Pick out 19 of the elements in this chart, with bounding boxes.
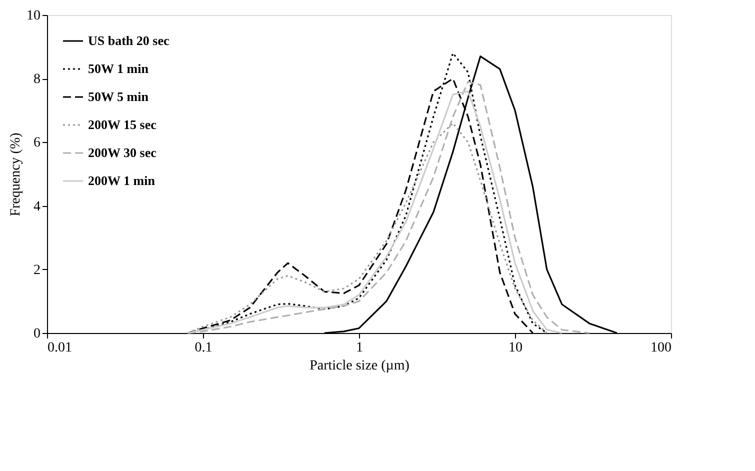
y-axis-title: Frequency (%) [8, 132, 24, 216]
legend-label: 50W 1 min [88, 61, 150, 76]
x-tick-label: 0.01 [48, 340, 72, 356]
y-tick-label: 2 [34, 262, 40, 278]
y-tick-label: 10 [26, 8, 40, 24]
x-tick-label: 10 [508, 340, 522, 356]
x-axis-title: Particle size (µm) [310, 358, 410, 374]
x-tick-label: 100 [650, 340, 672, 356]
x-tick-label: 1 [356, 340, 363, 356]
y-tick-label: 6 [34, 136, 40, 151]
y-tick-label: 0 [34, 326, 40, 342]
legend-label: 200W 15 sec [88, 117, 157, 132]
y-tick-label: 8 [34, 72, 40, 88]
x-tick-label: 0.1 [194, 340, 212, 356]
legend-label: 200W 1 min [88, 173, 156, 188]
y-tick-label: 4 [34, 199, 40, 214]
legend-label: US bath 20 sec [88, 33, 170, 48]
legend-label: 200W 30 sec [88, 145, 157, 160]
legend-label: 50W 5 min [88, 89, 150, 104]
